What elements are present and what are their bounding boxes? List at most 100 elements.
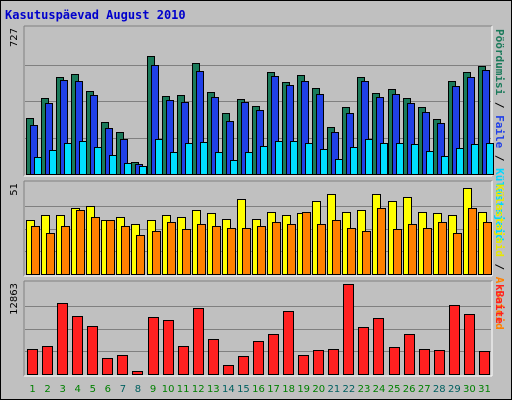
bar-bytes-kBaite-day-20 <box>313 350 324 375</box>
bar-visits-Arveteid-day-7 <box>121 226 130 275</box>
bar-visits-Arveteid-day-24 <box>377 208 386 275</box>
bar-visits-Arveteid-day-18 <box>287 224 296 275</box>
bar-bytes-kBaite-day-12 <box>193 308 204 375</box>
bar-traffic-Pöördumisi-day-18 <box>290 141 298 175</box>
legend-text-traffic-0: Pöördumisi <box>493 29 506 96</box>
bar-visits-Arveteid-day-3 <box>61 226 70 275</box>
bar-traffic-Pöördumisi-day-25 <box>396 143 404 175</box>
bar-bytes-kBaite-day-9 <box>148 317 159 375</box>
legend-text-traffic-3: / <box>493 148 506 168</box>
x-tick-label-day-4: 4 <box>75 384 81 395</box>
bar-bytes-kBaite-day-24 <box>373 318 384 375</box>
bar-bytes-kBaite-day-6 <box>102 358 113 375</box>
bar-visits-Arveteid-day-8 <box>136 235 145 275</box>
bar-visits-Arveteid-day-11 <box>182 229 191 275</box>
bar-bytes-kBaite-day-15 <box>238 356 249 375</box>
bar-bytes-kBaite-day-16 <box>253 341 264 375</box>
x-tick-label-day-14: 14 <box>222 384 235 395</box>
bar-traffic-Pöördumisi-day-21 <box>335 159 343 175</box>
bar-bytes-kBaite-day-14 <box>223 365 234 375</box>
bar-visits-Arveteid-day-14 <box>227 228 236 275</box>
x-tick-label-day-6: 6 <box>105 384 111 395</box>
bar-traffic-Pöördumisi-day-8 <box>139 166 147 175</box>
bar-traffic-Pöördumisi-day-23 <box>365 139 373 175</box>
y-max-label-bytes: 12863 <box>9 283 20 315</box>
bar-bytes-kBaite-day-23 <box>358 327 369 375</box>
bar-traffic-Pöördumisi-day-12 <box>200 142 208 175</box>
bar-traffic-Pöördumisi-day-30 <box>471 144 479 175</box>
bar-traffic-Pöördumisi-day-29 <box>456 148 464 175</box>
x-tick-label-day-30: 30 <box>463 384 476 395</box>
right-legend-traffic: Pöördumisi / Faile / Külastajaid <box>493 29 506 241</box>
x-tick-label-day-27: 27 <box>418 384 431 395</box>
x-tick-label-day-20: 20 <box>312 384 325 395</box>
chart-title: Kasutuspäevad August 2010 <box>5 8 186 22</box>
x-tick-label-day-12: 12 <box>192 384 205 395</box>
bar-traffic-Pöördumisi-day-15 <box>245 152 253 175</box>
y-max-label-traffic: 727 <box>9 28 20 47</box>
bar-visits-Arveteid-day-6 <box>106 220 115 275</box>
bar-visits-Arveteid-day-17 <box>272 222 281 275</box>
bar-bytes-kBaite-day-13 <box>208 339 219 375</box>
bar-visits-Arveteid-day-13 <box>212 226 221 275</box>
bar-traffic-Pöördumisi-day-22 <box>350 147 358 175</box>
bar-bytes-kBaite-day-11 <box>178 346 189 375</box>
right-legend-bytes: kBaite <box>493 284 506 324</box>
bar-bytes-kBaite-day-22 <box>343 284 354 375</box>
x-tick-label-day-9: 9 <box>150 384 156 395</box>
x-tick-label-day-17: 17 <box>267 384 280 395</box>
bar-bytes-kBaite-day-25 <box>389 347 400 375</box>
x-tick-label-day-2: 2 <box>44 384 50 395</box>
bar-traffic-Pöördumisi-day-4 <box>79 141 87 175</box>
bar-traffic-Pöördumisi-day-11 <box>185 143 193 175</box>
bar-traffic-Pöördumisi-day-6 <box>109 155 117 175</box>
x-tick-label-day-21: 21 <box>327 384 340 395</box>
x-tick-label-day-10: 10 <box>162 384 175 395</box>
bar-visits-Arveteid-day-29 <box>453 233 462 275</box>
bar-bytes-kBaite-day-30 <box>464 314 475 375</box>
bar-traffic-Pöördumisi-day-7 <box>124 163 132 175</box>
bar-traffic-Pöördumisi-day-17 <box>275 141 283 175</box>
bar-bytes-kBaite-day-26 <box>404 334 415 375</box>
bar-bytes-kBaite-day-27 <box>419 349 430 375</box>
legend-text-bytes-0: kBaite <box>493 284 506 324</box>
legend-text-traffic-4: Külastajaid <box>493 168 506 241</box>
bar-bytes-kBaite-day-29 <box>449 305 460 375</box>
legend-text-traffic-2: Faile <box>493 115 506 148</box>
bar-visits-Arveteid-day-31 <box>483 222 492 275</box>
x-tick-label-day-13: 13 <box>207 384 220 395</box>
bar-traffic-Pöördumisi-day-13 <box>215 152 223 175</box>
bar-traffic-Pöördumisi-day-5 <box>94 147 102 175</box>
x-tick-label-day-7: 7 <box>120 384 126 395</box>
bar-traffic-Pöördumisi-day-20 <box>320 149 328 175</box>
x-tick-label-day-16: 16 <box>252 384 265 395</box>
bar-traffic-Pöördumisi-day-10 <box>170 152 178 175</box>
bar-traffic-Pöördumisi-day-27 <box>426 151 434 175</box>
bar-visits-Arveteid-day-10 <box>167 222 176 275</box>
x-tick-label-day-26: 26 <box>403 384 416 395</box>
bar-traffic-Pöördumisi-day-14 <box>230 160 238 175</box>
bar-visits-Arveteid-day-20 <box>317 224 326 275</box>
x-tick-label-day-22: 22 <box>343 384 356 395</box>
x-tick-label-day-5: 5 <box>90 384 96 395</box>
bar-visits-Arveteid-day-9 <box>152 231 161 275</box>
x-tick-label-day-18: 18 <box>282 384 295 395</box>
legend-text-traffic-1: / <box>493 95 506 115</box>
x-tick-label-day-31: 31 <box>478 384 491 395</box>
bar-bytes-kBaite-day-17 <box>268 334 279 375</box>
bar-visits-Arveteid-day-28 <box>438 222 447 275</box>
legend-text-visits-1: / <box>493 257 506 277</box>
bar-traffic-Pöördumisi-day-28 <box>441 156 449 175</box>
x-tick-label-day-25: 25 <box>388 384 401 395</box>
bar-bytes-kBaite-day-31 <box>479 351 490 375</box>
bar-bytes-kBaite-day-7 <box>117 355 128 375</box>
bar-visits-Arveteid-day-16 <box>257 226 266 275</box>
bar-visits-Arveteid-day-4 <box>76 210 85 275</box>
bar-visits-Arveteid-day-23 <box>362 231 371 275</box>
bar-visits-Arveteid-day-2 <box>46 233 55 275</box>
bar-traffic-Pöördumisi-day-1 <box>34 157 42 175</box>
x-tick-label-day-23: 23 <box>358 384 371 395</box>
bar-traffic-Pöördumisi-day-24 <box>380 143 388 175</box>
bar-traffic-Pöördumisi-day-31 <box>486 143 494 175</box>
